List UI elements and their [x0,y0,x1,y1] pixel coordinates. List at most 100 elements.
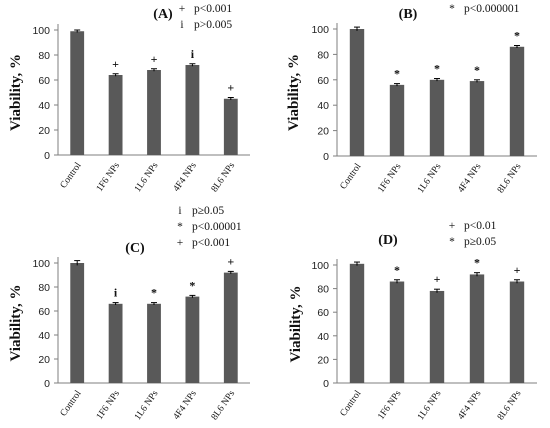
x-tick-label: Control [59,161,84,191]
bar-8l6-nps [509,281,525,383]
y-tick-label: 60 [317,307,329,319]
legend-symbol: + [179,3,186,15]
legend-text: p<0.000001 [464,3,520,15]
y-tick-label: 20 [317,126,329,138]
significance-marker: * [394,67,400,81]
bar-1f6-nps [108,75,123,155]
panel-title: (C) [125,241,145,256]
significance-marker: i [114,286,118,300]
significance-marker: * [474,256,480,270]
y-axis-label: Viability, % [8,285,24,362]
legend-text: p≥0.05 [464,236,496,248]
bar-8l6-nps [509,46,525,156]
significance-marker: + [514,263,521,277]
y-axis-label: Viability, % [288,286,304,363]
x-tick-label: 1L6 NPs [133,389,161,422]
y-tick-label: 40 [317,100,329,112]
y-tick-label: 0 [323,151,329,163]
y-tick-label: 100 [311,24,329,36]
significance-marker: i [191,47,195,61]
x-tick-label: 8L6 NPs [496,162,524,195]
y-tick-label: 80 [38,282,50,294]
bar-4f4-nps [469,274,485,383]
significance-marker: * [151,286,157,300]
significance-marker: * [394,263,400,277]
bar-control [349,29,365,156]
y-tick-label: 80 [317,284,329,296]
y-axis-label: Viability, % [8,54,24,131]
legend-text: p<0.001 [194,3,232,15]
y-tick-label: 20 [317,354,329,366]
panel-title: (B) [399,7,418,22]
x-tick-label: 4F4 NPs [172,161,199,194]
significance-marker: * [434,62,440,76]
y-tick-label: 20 [38,125,50,137]
bar-1l6-nps [429,79,445,156]
x-tick-label: 1F6 NPs [376,389,403,422]
legend-text: p<0.00001 [192,221,242,233]
legend-text: p≥0.05 [192,205,224,217]
x-tick-label: 4F4 NPs [172,389,199,422]
x-tick-label: 1F6 NPs [376,162,403,195]
significance-marker: + [227,81,234,95]
bar-4f4-nps [185,65,200,155]
legend-symbol: * [177,221,183,233]
significance-marker: + [151,52,158,66]
legend-symbol: * [449,236,455,248]
y-tick-label: 100 [32,25,50,37]
significance-marker: * [474,63,480,77]
y-tick-label: 100 [311,260,329,272]
x-tick-label: Control [339,389,364,419]
panel-title: (D) [378,233,398,248]
y-tick-label: 0 [44,378,50,390]
legend-symbol: i [180,19,183,31]
bar-1f6-nps [389,281,405,383]
legend-symbol: * [449,3,455,15]
y-tick-label: 40 [38,330,50,342]
bar-control [70,31,85,155]
y-tick-label: 100 [32,258,50,270]
significance-marker: + [434,272,441,286]
significance-marker: + [112,57,119,71]
x-tick-label: 1L6 NPs [416,389,444,422]
x-tick-label: 1F6 NPs [95,389,122,422]
x-tick-label: 8L6 NPs [210,161,238,194]
bar-4f4-nps [185,296,200,383]
legend-symbol: i [178,205,181,217]
bar-1l6-nps [429,290,445,383]
bar-1f6-nps [389,84,405,156]
y-tick-label: 40 [38,100,50,112]
y-tick-label: 0 [44,150,50,162]
bar-1l6-nps [147,70,161,155]
x-tick-label: 8L6 NPs [496,389,524,422]
x-tick-label: 8L6 NPs [210,389,238,422]
x-tick-label: Control [339,162,364,192]
legend-text: p<0.001 [192,237,230,249]
significance-marker: * [514,29,520,43]
y-tick-label: 20 [38,354,50,366]
bar-1f6-nps [108,303,123,383]
x-tick-label: 1L6 NPs [133,161,161,194]
y-tick-label: 0 [323,378,329,390]
y-tick-label: 80 [38,50,50,62]
x-tick-label: 1F6 NPs [95,161,122,194]
x-tick-label: Control [59,389,84,419]
legend-symbol: + [177,237,184,249]
x-tick-label: 4F4 NPs [456,162,483,195]
bar-8l6-nps [223,272,238,383]
y-tick-label: 60 [317,75,329,87]
bar-1l6-nps [147,303,161,383]
significance-marker: * [189,278,195,292]
panel-title: (A) [153,7,173,22]
y-axis-label: Viability, % [286,54,302,131]
y-tick-label: 80 [317,49,329,61]
x-tick-label: 1L6 NPs [416,162,444,195]
legend-text: p>0.005 [194,19,232,31]
bar-8l6-nps [223,98,238,155]
y-tick-label: 60 [38,75,50,87]
legend-text: p<0.01 [464,220,497,232]
legend-symbol: + [449,220,456,232]
significance-marker: + [227,254,234,268]
x-tick-label: 4F4 NPs [456,389,483,422]
bar-4f4-nps [469,81,485,156]
